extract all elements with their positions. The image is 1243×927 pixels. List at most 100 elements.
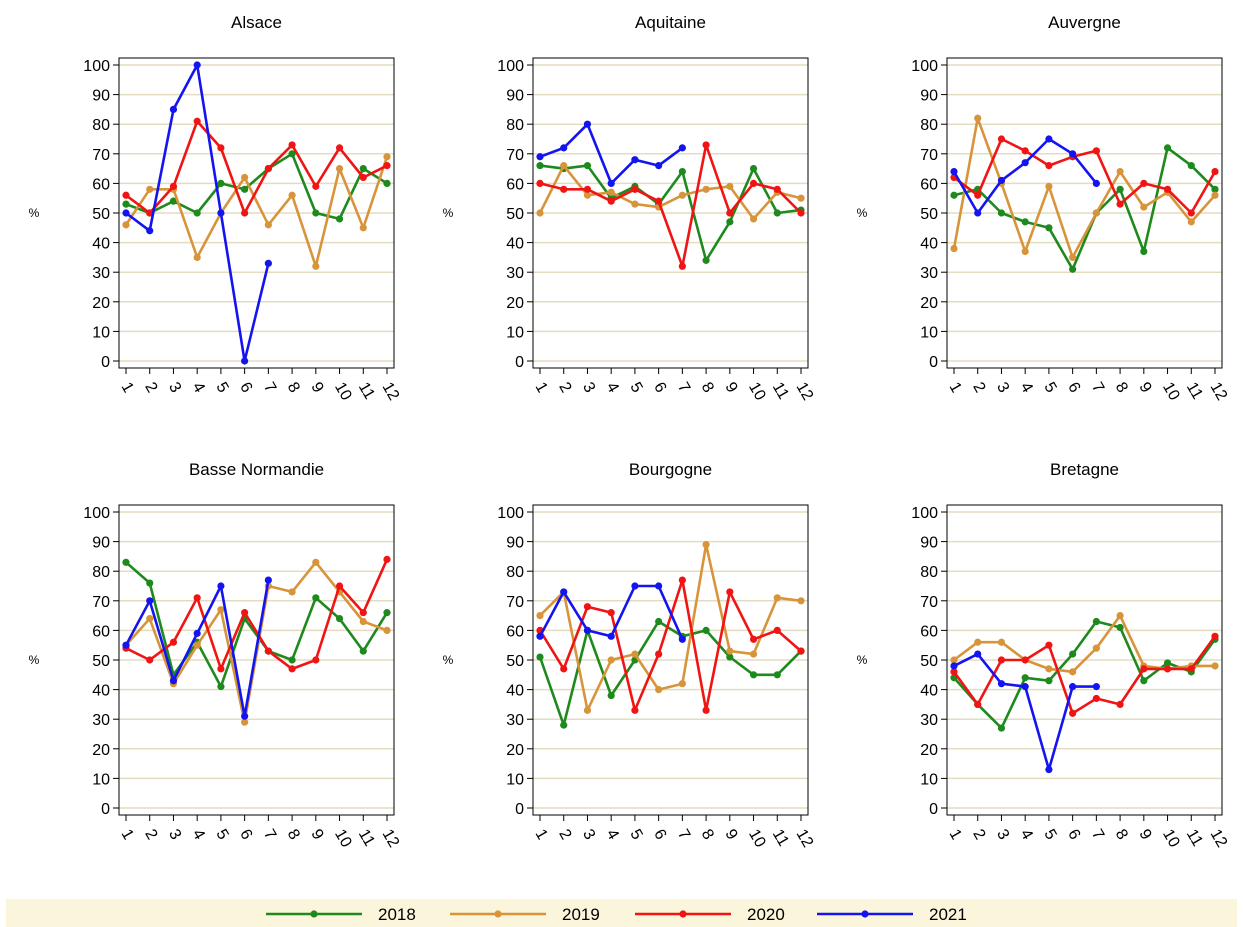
data-point (264, 259, 272, 267)
data-point (146, 579, 154, 587)
x-tick-label: 7 (674, 380, 693, 396)
y-tick-label: 60 (506, 176, 524, 193)
data-point (749, 650, 758, 658)
data-point (583, 626, 592, 635)
y-tick-label: 70 (920, 594, 938, 611)
series-2021 (950, 650, 1100, 774)
data-point (122, 558, 130, 566)
x-tick-label: 3 (165, 380, 184, 396)
data-point (359, 173, 367, 182)
y-tick-label: 90 (920, 88, 938, 105)
y-tick-label: 50 (506, 653, 524, 670)
x-tick-label: 11 (1183, 827, 1206, 850)
y-tick-label: 80 (506, 117, 524, 134)
series-2021 (536, 120, 686, 187)
x-tick-label: 10 (331, 380, 355, 404)
legend-item-2018: 2018 (266, 905, 416, 924)
x-tick-label: 3 (579, 827, 598, 843)
data-point (560, 665, 568, 673)
data-point (536, 653, 544, 661)
y-tick-label: 90 (92, 88, 110, 105)
x-tick-label: 8 (284, 380, 303, 396)
y-tick-label: 70 (506, 147, 524, 164)
data-point (169, 197, 178, 205)
x-tick-label: 3 (579, 380, 598, 396)
data-point (146, 656, 154, 664)
plot-frame (946, 504, 1223, 816)
x-tick-label: 9 (307, 380, 326, 396)
series-2020 (536, 141, 805, 270)
data-point (974, 638, 982, 646)
legend-label: 2018 (378, 905, 416, 924)
data-point (312, 558, 320, 566)
y-tick-label: 30 (506, 265, 524, 282)
x-tick-label: 9 (721, 380, 740, 396)
series-line (125, 558, 389, 671)
y-tick-label: 30 (92, 265, 110, 282)
x-tick-label: 2 (969, 380, 988, 396)
data-point (241, 185, 249, 193)
x-tick-label: 5 (626, 380, 645, 396)
x-tick-label: 5 (212, 380, 231, 396)
data-point (607, 656, 615, 664)
y-tick-label: 30 (506, 712, 524, 729)
data-point (536, 179, 544, 187)
series-line (952, 635, 1217, 715)
data-point (169, 182, 178, 190)
x-tick-label: 1 (946, 380, 965, 396)
data-point (193, 61, 201, 69)
data-point (1092, 683, 1100, 691)
data-point (1116, 185, 1124, 193)
data-point (288, 665, 296, 673)
x-tick-label: 1 (532, 827, 551, 843)
data-point (217, 179, 225, 187)
data-point (726, 218, 734, 226)
y-tick-label: 80 (92, 564, 110, 581)
legend-item-2020: 2020 (635, 905, 785, 924)
x-tick-label: 4 (189, 380, 208, 396)
series-line (539, 143, 802, 268)
y-tick-label: 40 (92, 236, 110, 253)
data-point (383, 153, 391, 161)
data-point (1092, 617, 1100, 626)
series-line (125, 561, 389, 688)
data-point (678, 191, 686, 199)
legend-swatch-marker (679, 910, 687, 918)
x-tick-label: 8 (698, 380, 717, 396)
data-point (193, 209, 201, 217)
data-point (217, 582, 225, 590)
y-tick-label: 80 (920, 564, 938, 581)
data-point (702, 706, 710, 714)
data-point (146, 597, 154, 605)
data-point (312, 656, 320, 664)
y-tick-label: 100 (911, 505, 938, 522)
data-point (359, 224, 367, 232)
data-point (749, 179, 758, 187)
y-tick-label: 90 (506, 88, 524, 105)
x-tick-label: 10 (331, 827, 355, 851)
data-point (383, 162, 391, 170)
data-point (1092, 179, 1100, 187)
data-point (536, 632, 544, 640)
series-2020 (122, 117, 391, 217)
data-point (1045, 224, 1053, 232)
data-point (288, 656, 296, 664)
y-tick-label: 80 (920, 117, 938, 134)
x-tick-label: 1 (532, 380, 551, 396)
x-tick-label: 9 (1135, 380, 1154, 396)
data-point (264, 221, 272, 229)
data-point (122, 641, 130, 649)
x-tick-label: 11 (769, 380, 792, 403)
y-tick-label: 40 (506, 683, 524, 700)
x-tick-label: 8 (698, 827, 717, 843)
data-point (583, 185, 592, 193)
data-point (1069, 668, 1077, 676)
series-line (539, 543, 802, 712)
data-point (1045, 665, 1053, 673)
data-point (335, 165, 344, 173)
data-point (607, 197, 615, 205)
data-point (241, 357, 249, 365)
data-point (655, 197, 663, 205)
